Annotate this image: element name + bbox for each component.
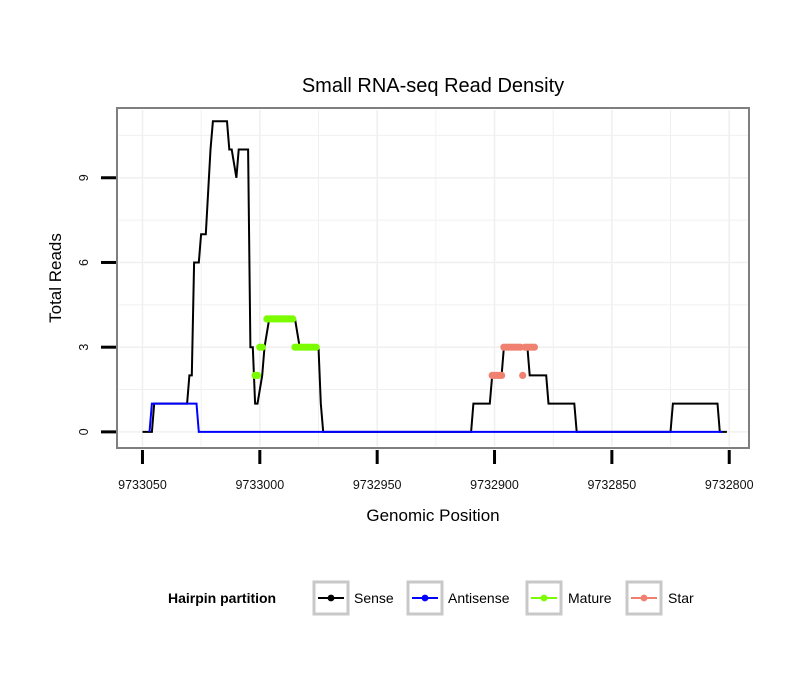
y-axis: 0 3 6 9: [77, 174, 116, 435]
legend-entry-sense: Sense: [312, 580, 394, 616]
x-tick-label: 9732950: [353, 478, 402, 492]
x-tick-label: 9733000: [235, 478, 284, 492]
legend-key-point: [327, 594, 335, 602]
series-layer: [142, 120, 727, 433]
legend-label: Star: [668, 590, 694, 606]
x-axis-title: Genomic Position: [366, 506, 499, 525]
legend-title: Hairpin partition: [168, 590, 276, 606]
y-axis-title: Total Reads: [46, 233, 65, 323]
mature-series-points: [251, 315, 320, 379]
chart-title: Small RNA-seq Read Density: [302, 75, 564, 97]
legend-label: Sense: [354, 590, 394, 606]
legend-entry-mature: Mature: [525, 580, 612, 616]
legend-label: Mature: [568, 590, 612, 606]
mature-point: [258, 343, 266, 351]
legend-key-point: [540, 594, 548, 602]
star-point: [498, 371, 506, 379]
antisense-series-line: [148, 402, 723, 433]
legend-entry-antisense: Antisense: [406, 580, 510, 616]
x-axis: 9733050 9733000 9732950 9732900 9732850 97328…: [118, 450, 754, 492]
x-tick-label: 9732800: [705, 478, 754, 492]
x-tick-label: 9733050: [118, 478, 167, 492]
mature-point: [312, 343, 320, 351]
legend: Hairpin partition Sense Antisense Mature St…: [168, 580, 694, 616]
mature-point: [289, 315, 297, 323]
x-tick-label: 9732850: [588, 478, 637, 492]
legend-key-point: [640, 594, 648, 602]
legend-key-point: [421, 594, 429, 602]
y-tick-label: 0: [77, 428, 91, 435]
y-tick-label: 6: [77, 259, 91, 266]
y-tick-label: 9: [77, 174, 91, 181]
star-point: [530, 343, 539, 351]
y-tick-label: 3: [77, 344, 91, 351]
legend-entry-star: Star: [625, 580, 694, 616]
legend-label: Antisense: [448, 590, 510, 606]
star-point: [519, 371, 527, 379]
star-series-points: [488, 343, 539, 379]
x-tick-label: 9732900: [470, 478, 519, 492]
mature-point: [253, 371, 262, 379]
plot-panel-border: [116, 107, 750, 449]
